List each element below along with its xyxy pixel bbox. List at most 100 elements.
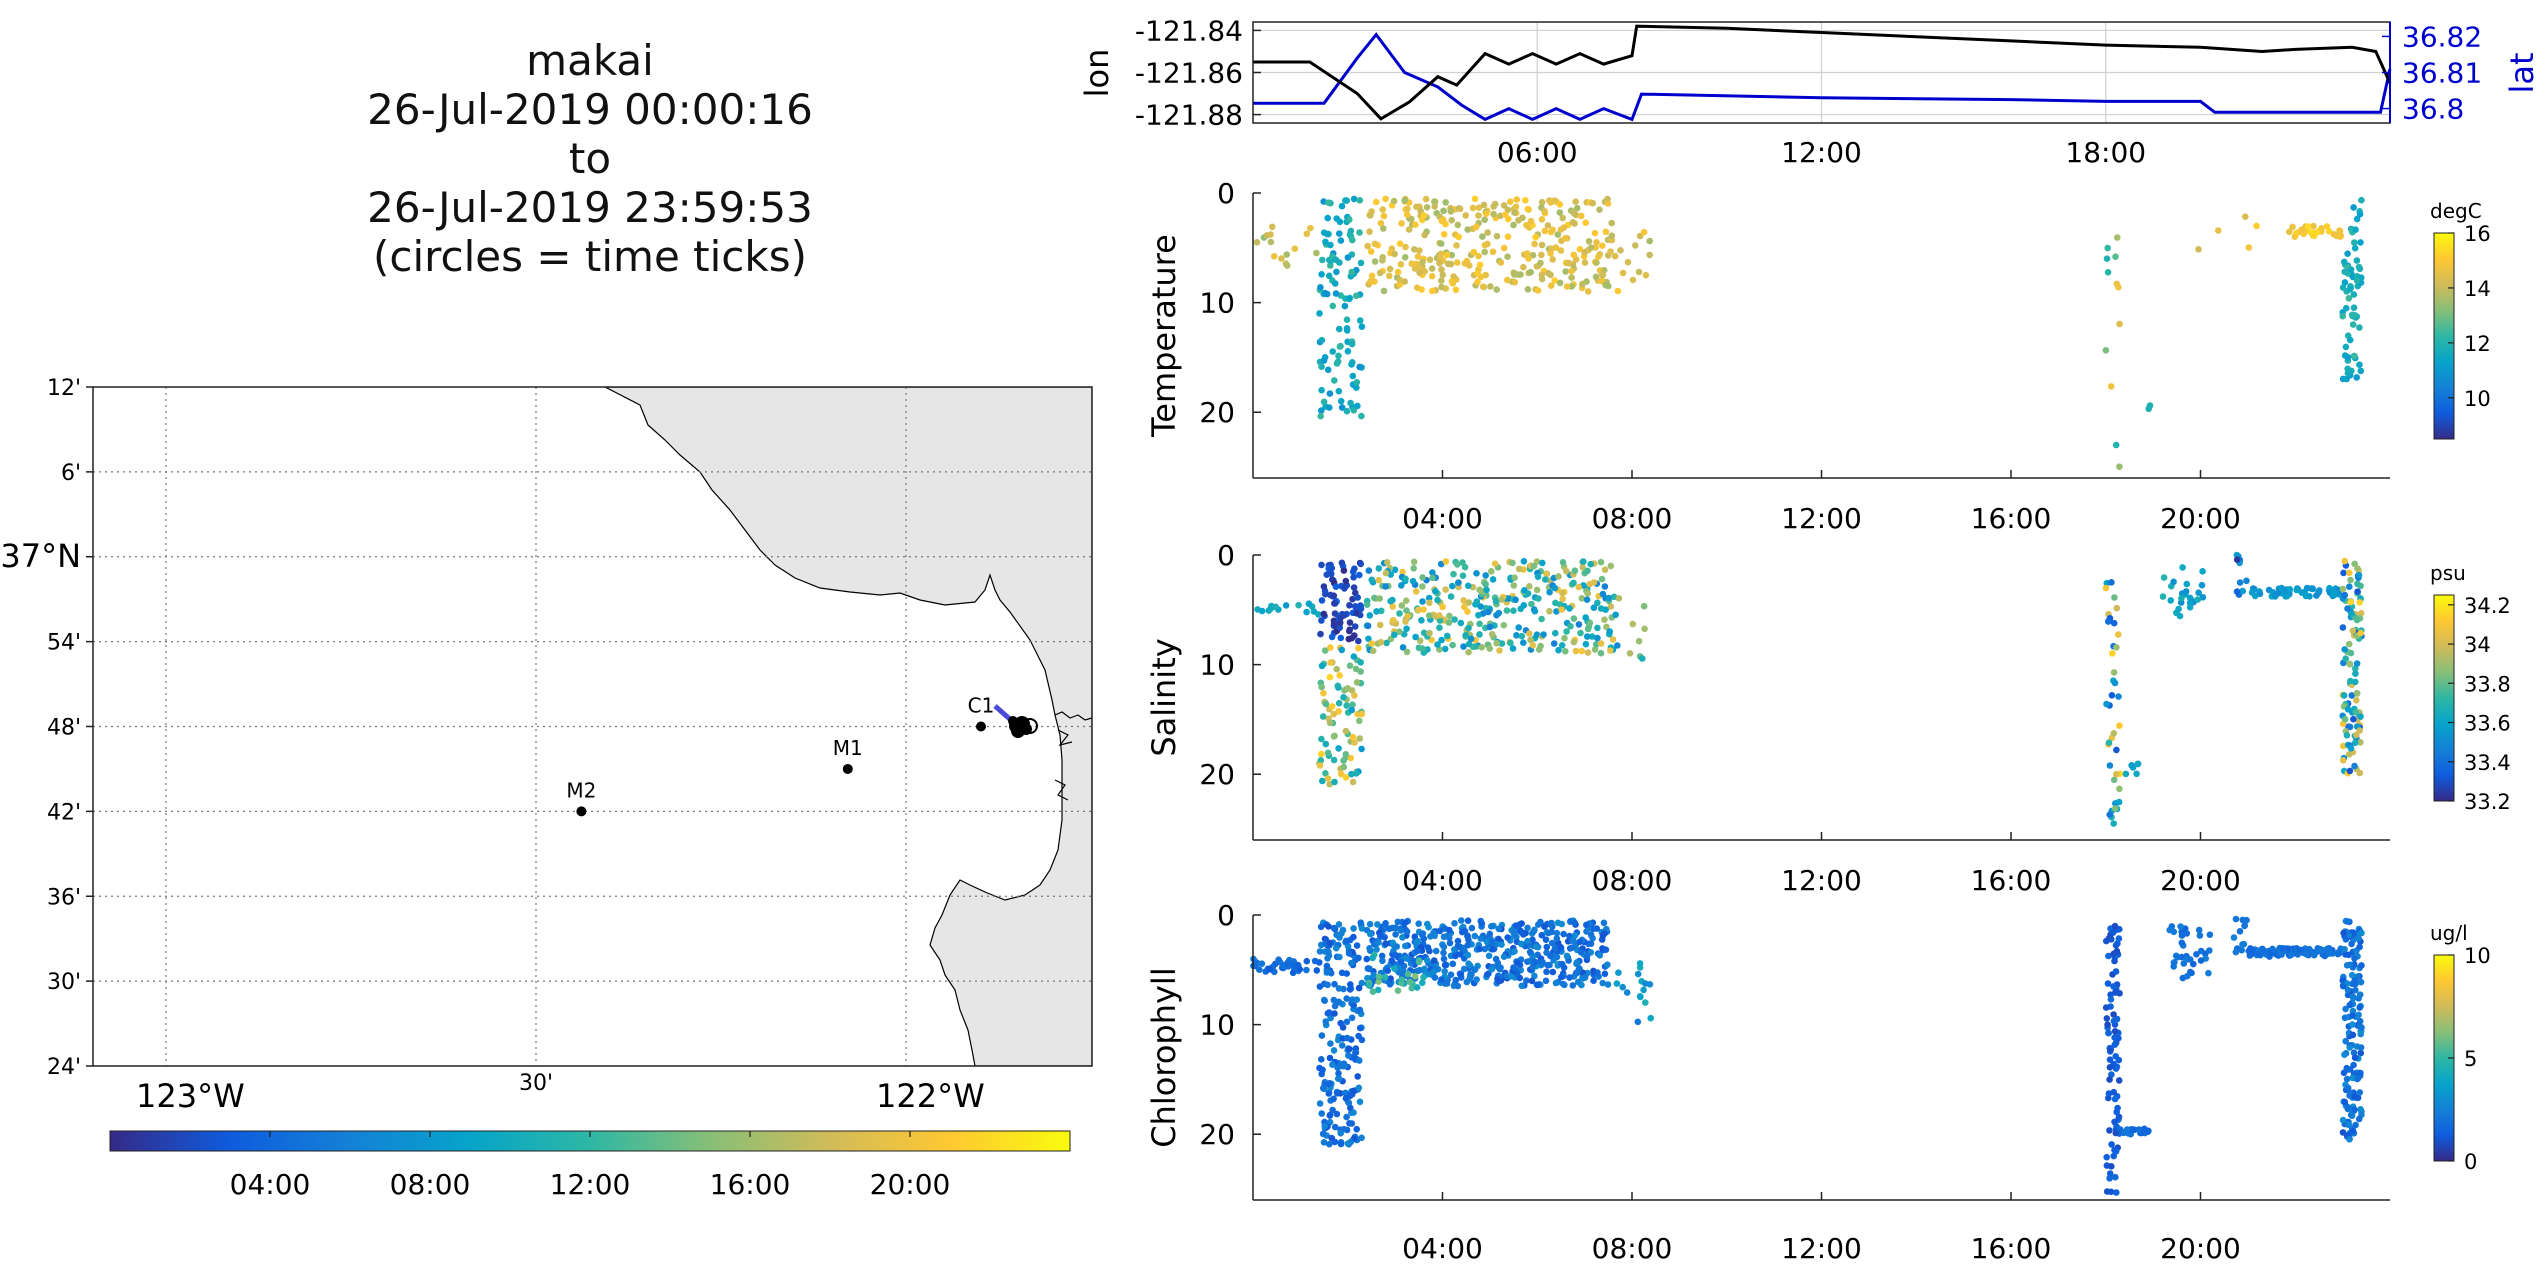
data-point — [1580, 558, 1587, 565]
data-point — [1420, 974, 1427, 981]
data-point — [1476, 631, 1483, 638]
data-point — [1423, 204, 1431, 211]
data-point — [1386, 272, 1393, 280]
data-point — [1343, 970, 1350, 977]
data-point — [1563, 567, 1570, 575]
data-point — [1329, 1106, 1336, 1114]
data-point — [1376, 269, 1384, 277]
data-point — [1517, 940, 1525, 948]
data-point — [1512, 922, 1519, 929]
map-lat-label: 48' — [47, 716, 81, 741]
data-point — [1355, 984, 1363, 992]
data-point — [2183, 930, 2191, 937]
data-point — [2348, 940, 2355, 948]
data-point — [1440, 943, 1448, 951]
data-point — [1488, 965, 1496, 973]
data-point — [1594, 969, 1601, 976]
data-point — [1316, 948, 1324, 955]
data-point — [1563, 952, 1571, 960]
data-point — [1534, 287, 1542, 294]
x-tick-label: 16:00 — [1971, 1232, 2052, 1265]
data-point — [2351, 1054, 2359, 1061]
data-point — [1490, 210, 1497, 218]
data-point — [1576, 245, 1584, 253]
data-point — [1498, 596, 1505, 603]
data-point — [1319, 713, 1327, 720]
data-point — [1333, 360, 1341, 367]
data-point — [1635, 268, 1643, 276]
data-point — [1384, 559, 1391, 566]
data-point — [1331, 280, 1339, 287]
data-point — [1429, 574, 1436, 582]
data-point — [1341, 302, 1349, 310]
data-point — [2348, 971, 2356, 979]
x-tick-label: 04:00 — [1402, 502, 1483, 535]
title-line: 26-Jul-2019 00:00:16 — [367, 85, 813, 134]
data-point — [1379, 957, 1386, 965]
data-point — [2347, 266, 2355, 273]
data-point — [1443, 251, 1451, 259]
map-lat-label: 24' — [47, 1055, 81, 1080]
data-point — [1482, 581, 1489, 588]
data-point — [1518, 632, 1525, 640]
data-point — [1326, 719, 1334, 727]
data-point — [1452, 976, 1460, 984]
data-point — [1590, 977, 1597, 984]
mooring-label: C1 — [968, 694, 995, 718]
data-point — [1437, 253, 1444, 261]
data-point — [1336, 218, 1344, 226]
data-point — [1403, 625, 1410, 632]
data-point — [2344, 1066, 2351, 1073]
data-point — [2108, 1141, 2115, 1148]
data-point — [1424, 920, 1431, 928]
data-point — [1485, 970, 1492, 977]
data-point — [1483, 586, 1490, 594]
data-point — [1475, 212, 1482, 219]
data-point — [1351, 603, 1359, 610]
data-point — [1344, 254, 1352, 261]
y-tick-label: 0 — [1217, 899, 1235, 932]
data-point — [2113, 644, 2120, 651]
data-point — [2353, 374, 2360, 381]
data-point — [1331, 610, 1339, 617]
data-point — [1581, 248, 1588, 256]
data-point — [2289, 223, 2296, 231]
data-point — [1596, 251, 1604, 258]
colorbar-label: 33.6 — [2464, 712, 2511, 736]
data-point — [2357, 978, 2365, 986]
data-point — [2239, 587, 2246, 595]
lat-tick-label: 36.82 — [2402, 20, 2482, 53]
data-point — [1272, 603, 1279, 611]
data-point — [1355, 1084, 1363, 1092]
colorbar-label: 12:00 — [550, 1168, 631, 1201]
data-point — [2113, 746, 2120, 754]
data-point — [1326, 1112, 1334, 1119]
colorbar-label: 20:00 — [870, 1168, 951, 1201]
data-point — [2358, 929, 2365, 937]
data-point — [1354, 1073, 1361, 1080]
y-tick-label: 0 — [1217, 177, 1235, 210]
data-point — [2115, 798, 2123, 806]
data-point — [2146, 402, 2154, 409]
data-point — [1577, 949, 1585, 956]
data-point — [1441, 968, 1448, 975]
data-point — [1436, 624, 1443, 631]
colorbar-unit: degC — [2430, 199, 2482, 223]
data-point — [1318, 735, 1325, 743]
data-point — [2206, 947, 2213, 954]
data-point — [1419, 583, 1426, 590]
data-point — [2321, 952, 2329, 960]
data-point — [1550, 640, 1558, 647]
data-point — [2115, 693, 2122, 700]
data-point — [1615, 595, 1623, 602]
data-point — [1476, 261, 1484, 269]
lon-tick-label: -121.86 — [1135, 57, 1243, 90]
data-point — [1584, 567, 1591, 575]
data-point — [1398, 602, 1406, 609]
data-point — [1642, 271, 1650, 279]
data-point — [2340, 569, 2347, 577]
data-point — [2316, 946, 2323, 953]
data-point — [1320, 610, 1328, 618]
data-point — [1611, 252, 1619, 260]
data-point — [2253, 222, 2260, 230]
